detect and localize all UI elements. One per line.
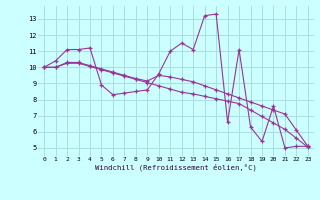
X-axis label: Windchill (Refroidissement éolien,°C): Windchill (Refroidissement éolien,°C) <box>95 164 257 171</box>
